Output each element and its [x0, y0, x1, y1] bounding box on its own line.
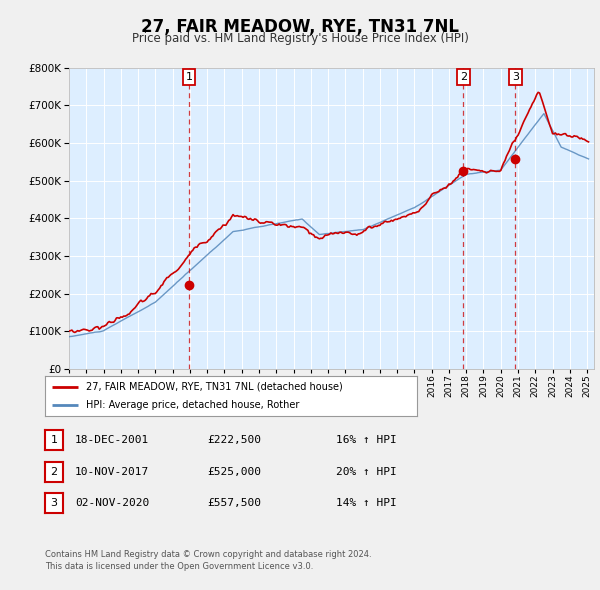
Text: Price paid vs. HM Land Registry's House Price Index (HPI): Price paid vs. HM Land Registry's House …	[131, 32, 469, 45]
Text: 18-DEC-2001: 18-DEC-2001	[75, 435, 149, 444]
Text: Contains HM Land Registry data © Crown copyright and database right 2024.: Contains HM Land Registry data © Crown c…	[45, 550, 371, 559]
Text: 10-NOV-2017: 10-NOV-2017	[75, 467, 149, 477]
Text: 27, FAIR MEADOW, RYE, TN31 7NL (detached house): 27, FAIR MEADOW, RYE, TN31 7NL (detached…	[86, 382, 343, 392]
Text: 27, FAIR MEADOW, RYE, TN31 7NL: 27, FAIR MEADOW, RYE, TN31 7NL	[141, 18, 459, 35]
Text: 1: 1	[50, 435, 58, 444]
Text: 02-NOV-2020: 02-NOV-2020	[75, 498, 149, 507]
Text: £557,500: £557,500	[207, 498, 261, 507]
Text: 1: 1	[185, 72, 193, 82]
Text: 3: 3	[50, 498, 58, 507]
Text: 2: 2	[460, 72, 467, 82]
Text: 3: 3	[512, 72, 519, 82]
Text: 14% ↑ HPI: 14% ↑ HPI	[336, 498, 397, 507]
Text: 2: 2	[50, 467, 58, 477]
Text: 16% ↑ HPI: 16% ↑ HPI	[336, 435, 397, 444]
Text: £222,500: £222,500	[207, 435, 261, 444]
Text: This data is licensed under the Open Government Licence v3.0.: This data is licensed under the Open Gov…	[45, 562, 313, 571]
Text: HPI: Average price, detached house, Rother: HPI: Average price, detached house, Roth…	[86, 400, 299, 410]
Text: 20% ↑ HPI: 20% ↑ HPI	[336, 467, 397, 477]
Text: £525,000: £525,000	[207, 467, 261, 477]
